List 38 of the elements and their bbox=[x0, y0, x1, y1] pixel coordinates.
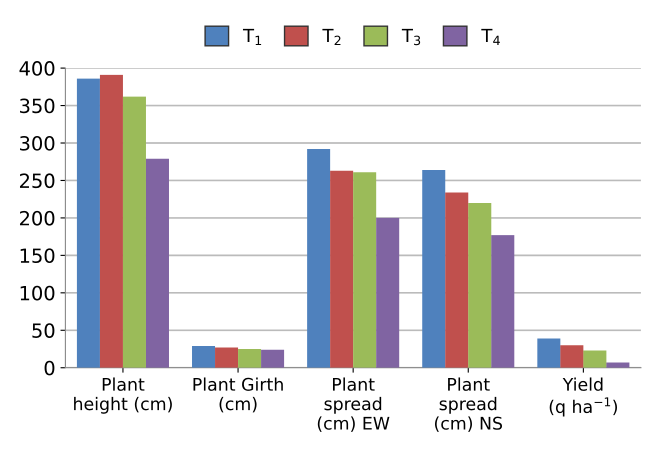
bar bbox=[100, 74, 123, 368]
legend-label: T$_{3}$ bbox=[402, 28, 420, 46]
bar bbox=[307, 149, 330, 368]
bar bbox=[491, 235, 514, 368]
bar bbox=[261, 350, 284, 368]
bar bbox=[215, 348, 238, 368]
bar bbox=[583, 350, 606, 368]
bar bbox=[445, 192, 468, 368]
bar bbox=[192, 346, 216, 368]
y-tick-label: 100 bbox=[20, 286, 54, 300]
x-tick-label: Plant Girth (cm) bbox=[194, 377, 283, 412]
legend-label: T$_{4}$ bbox=[481, 28, 500, 46]
bar bbox=[330, 170, 354, 368]
bar bbox=[468, 202, 492, 368]
legend-label: T$_{2}$ bbox=[322, 28, 340, 46]
y-tick-label: 400 bbox=[20, 61, 54, 76]
bar bbox=[146, 158, 169, 368]
x-tick-label: Yield (q ha$^{−1}$) bbox=[550, 377, 618, 417]
bar bbox=[606, 362, 630, 368]
y-tick-label: 300 bbox=[20, 136, 54, 151]
bar bbox=[537, 338, 560, 368]
y-tick-label: 150 bbox=[20, 248, 54, 264]
x-tick-label: Plant spread (cm) NS bbox=[434, 377, 502, 432]
bar bbox=[76, 78, 100, 368]
bar bbox=[122, 96, 146, 368]
y-tick-label: 0 bbox=[44, 360, 54, 376]
y-tick-label: 50 bbox=[32, 323, 54, 338]
x-tick-label: Plant spread (cm) EW bbox=[318, 377, 390, 432]
x-tick-label: Plant height (cm) bbox=[74, 377, 172, 414]
legend-label: T$_{1}$ bbox=[242, 28, 262, 46]
bar bbox=[238, 349, 262, 368]
bar bbox=[422, 170, 446, 368]
y-tick-label: 350 bbox=[20, 98, 54, 114]
bar bbox=[353, 172, 376, 368]
y-tick-label: 200 bbox=[20, 210, 54, 226]
bar bbox=[376, 218, 400, 368]
bar bbox=[560, 345, 584, 368]
y-tick-label: 250 bbox=[20, 173, 54, 188]
